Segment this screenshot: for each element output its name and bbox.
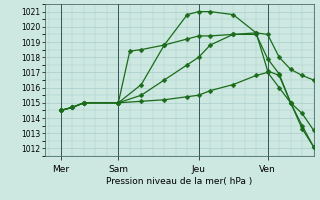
- X-axis label: Pression niveau de la mer( hPa ): Pression niveau de la mer( hPa ): [106, 177, 252, 186]
